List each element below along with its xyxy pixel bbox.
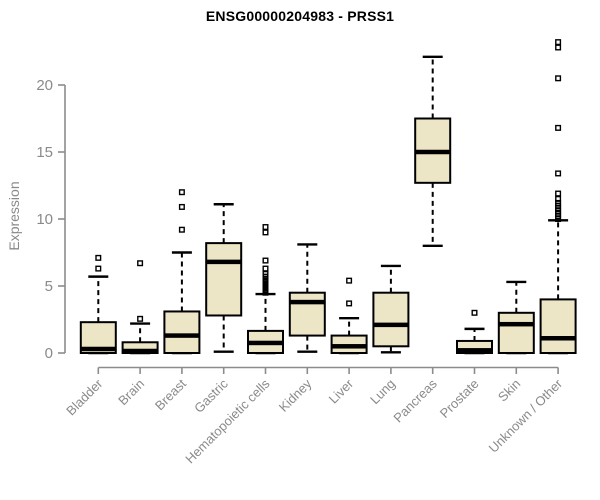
outlier-point — [555, 39, 562, 46]
x-category-label: Prostate — [437, 376, 482, 421]
median-line — [289, 299, 325, 305]
median-line — [540, 336, 576, 341]
x-category-label: Pancreas — [390, 376, 440, 426]
x-category-label: Skin — [495, 376, 523, 404]
median-line — [164, 333, 200, 338]
outlier-point — [137, 260, 144, 267]
outlier-point — [471, 309, 478, 316]
chart-title: ENSG00000204983 - PRSS1 — [205, 8, 395, 24]
outlier-point — [178, 226, 185, 233]
box — [163, 310, 201, 354]
outlier-point — [262, 270, 269, 277]
median-line — [248, 340, 283, 346]
outlier-point — [346, 277, 353, 284]
median-line — [206, 259, 242, 265]
x-category-label: Kidney — [276, 376, 315, 415]
box — [372, 291, 410, 348]
outlier-point — [555, 124, 562, 131]
x-category-label: Liver — [326, 376, 357, 407]
median-line — [415, 149, 451, 155]
y-tick-label: 5 — [45, 278, 53, 295]
outlier-point — [555, 170, 562, 177]
median-line — [122, 348, 158, 354]
outlier-point — [555, 195, 562, 202]
box — [205, 242, 243, 317]
x-category-label: Unknown / Other — [486, 376, 566, 456]
y-tick-label: 15 — [36, 144, 53, 161]
outlier-point — [555, 75, 562, 82]
box — [497, 311, 535, 354]
outlier-point — [95, 254, 102, 261]
x-category-label: Breast — [152, 376, 189, 413]
outlier-point — [555, 190, 562, 197]
y-tick-label: 20 — [36, 77, 53, 94]
x-category-label: Lung — [367, 376, 398, 407]
outlier-point — [262, 257, 269, 264]
x-category-label: Brain — [115, 376, 147, 408]
outlier-point — [262, 265, 269, 272]
median-line — [373, 322, 409, 328]
median-line — [331, 344, 367, 349]
outlier-point — [555, 44, 562, 51]
x-category-label: Bladder — [63, 376, 106, 419]
outlier-point — [95, 265, 102, 272]
outlier-point — [262, 224, 269, 231]
median-line — [80, 346, 116, 352]
y-tick-label: 10 — [36, 211, 53, 228]
outlier-point — [137, 315, 144, 322]
outlier-point — [346, 300, 353, 307]
outlier-point — [262, 229, 269, 236]
median-line — [457, 348, 492, 353]
x-category-label: Gastric — [191, 376, 231, 416]
box — [288, 291, 326, 337]
box — [539, 298, 577, 354]
median-line — [498, 321, 534, 327]
y-tick-label: 0 — [45, 345, 53, 362]
outlier-point — [178, 203, 185, 210]
outlier-point — [178, 189, 185, 196]
